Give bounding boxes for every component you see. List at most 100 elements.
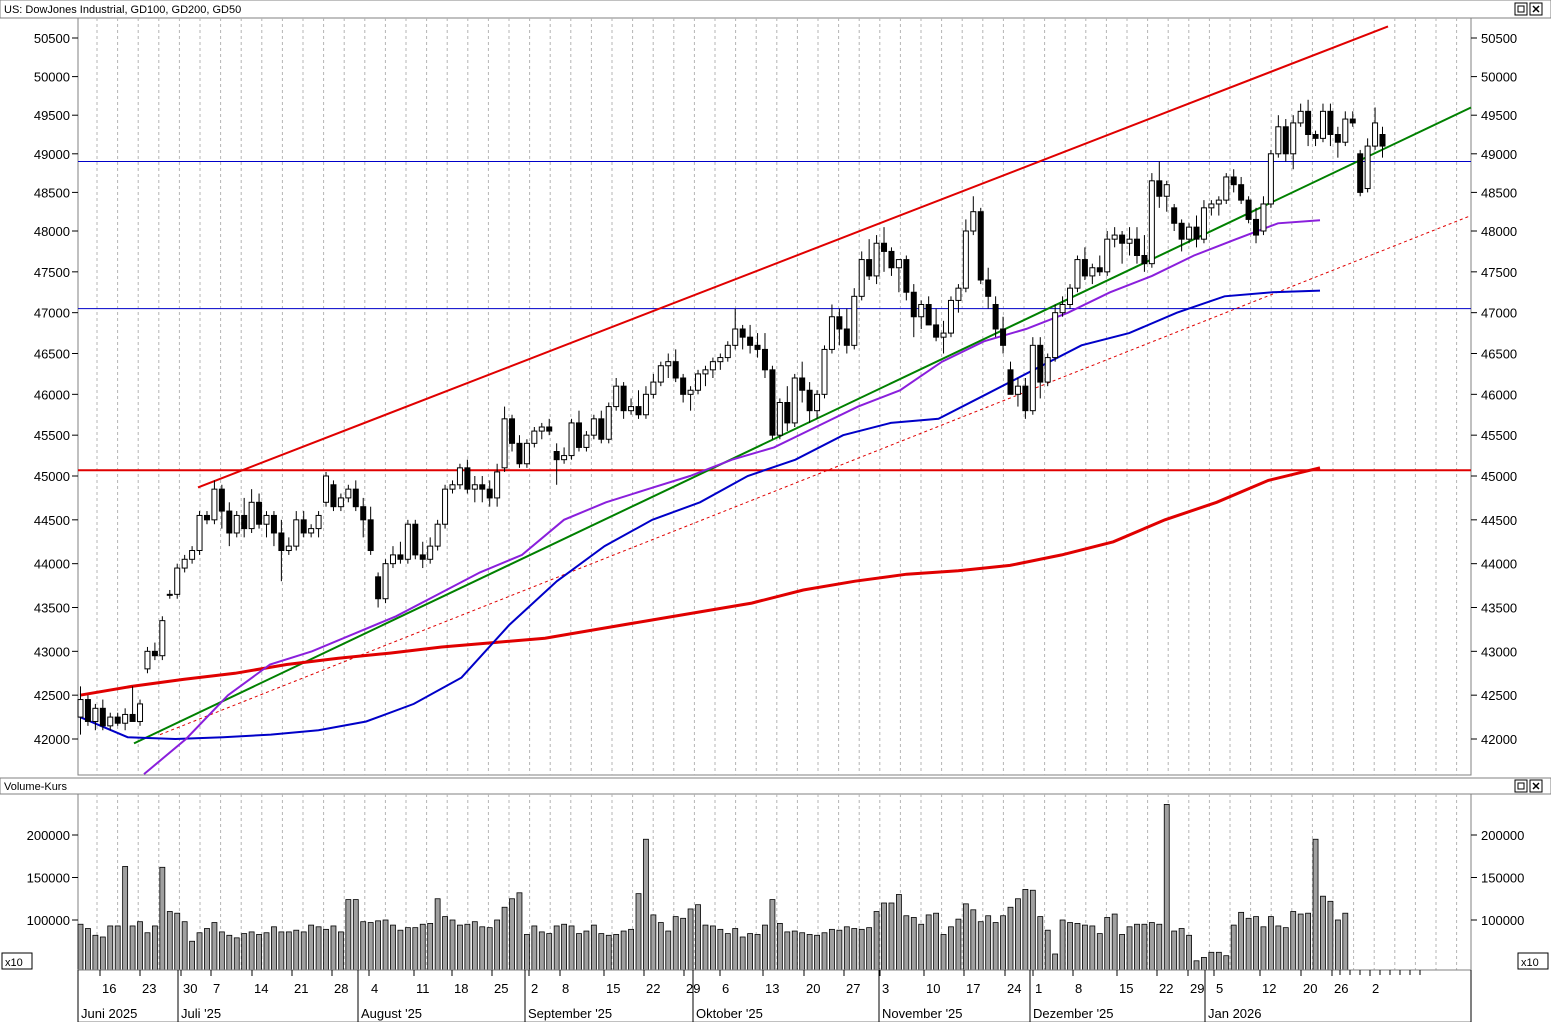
volume-bar [1275,925,1282,971]
volume-bar [1007,906,1014,971]
candle [1081,247,1088,280]
volume-bar [412,927,419,971]
volume-bar [1082,924,1088,971]
x-day-label: 27 [846,981,860,996]
candle [1037,337,1044,399]
x-day-label: 16 [102,981,116,996]
candle [1334,126,1341,158]
candle [181,554,188,573]
volume-y-tick-label: 200000 [1481,828,1524,843]
candle [1200,200,1207,244]
candle [821,345,828,399]
candle [546,418,553,436]
x-day-label: 20 [1303,981,1317,996]
y-tick-label: 43000 [34,644,70,659]
volume-bar [375,920,382,971]
candle-body [1319,110,1326,139]
volume-bar [576,933,582,971]
candle [226,502,233,547]
volume-bar [821,932,828,971]
candle [1119,231,1126,264]
candle-body [531,430,538,444]
candle-body [479,484,486,490]
candle-body [412,523,419,556]
candle [479,476,486,503]
candle-body [84,699,91,722]
volume-bar [747,933,753,971]
candle-body [568,422,575,457]
candle [553,443,560,485]
candle [1178,219,1185,252]
volume-bar [1104,917,1111,971]
x-day-label: 4 [371,981,378,996]
volume-bar [531,925,538,971]
volume-bar [791,930,798,971]
candle-body [486,488,493,499]
x-day-label: 21 [294,981,308,996]
candle-body [955,287,962,301]
volume-bar [605,934,612,971]
volume-bar [278,931,285,971]
candle [620,382,627,419]
candle-body [791,377,798,424]
volume-bar [1029,889,1036,971]
candle-body [1096,267,1103,273]
candle [1141,235,1148,272]
x-day-label: 24 [1007,981,1021,996]
volume-bar [977,921,984,971]
candle [293,511,300,551]
candle-body [776,402,783,436]
candle-body [985,279,992,297]
candle-body [196,514,203,552]
restore-icon[interactable] [1514,2,1528,16]
candle [888,247,895,276]
candle-body [1372,122,1379,147]
candle [657,361,664,387]
y-tick-label: 46000 [1481,387,1517,402]
y-tick-label: 43500 [1481,601,1517,616]
volume-restore-icon[interactable] [1514,779,1528,793]
candle-body [1275,126,1282,155]
candle [315,511,322,538]
price-window-buttons[interactable] [1514,2,1543,16]
candle-body [442,488,449,525]
y-tick-label: 44000 [34,557,70,572]
volume-bar [836,929,843,971]
candle [1126,227,1133,256]
candle-body [233,514,240,534]
volume-bar [99,936,106,971]
candle-body [553,451,560,461]
candle-body [367,519,374,552]
candle-body [241,514,248,530]
candle-body [992,304,999,330]
candle-body [404,523,411,560]
candle-body [1104,238,1111,273]
volume-bar [1119,934,1125,971]
volume-bar [457,924,463,971]
candle-body [1223,176,1230,201]
volume-bar [315,926,322,971]
volume-y-tick-label: 200000 [27,828,70,843]
volume-bar [702,924,709,971]
y-tick-label: 46500 [34,347,70,362]
price-grid [96,18,1458,775]
x-day-label: 14 [254,981,268,996]
y-tick-label: 42000 [1481,732,1517,747]
volume-bar [680,917,687,971]
candle [1044,353,1051,387]
volume-bar [985,915,992,971]
candle-body [538,426,545,432]
candle [1342,111,1349,147]
volume-bar [107,925,114,971]
candle [910,284,917,338]
candle [1282,119,1289,162]
x-day-label: 28 [334,981,348,996]
candle-body [1253,218,1260,236]
candle [1349,111,1356,127]
candle [523,439,530,468]
candle-body [1156,180,1163,197]
volume-window-buttons[interactable] [1514,779,1543,793]
volume-bar [114,925,121,971]
candle [151,642,158,661]
y-tick-label: 43000 [1481,644,1517,659]
